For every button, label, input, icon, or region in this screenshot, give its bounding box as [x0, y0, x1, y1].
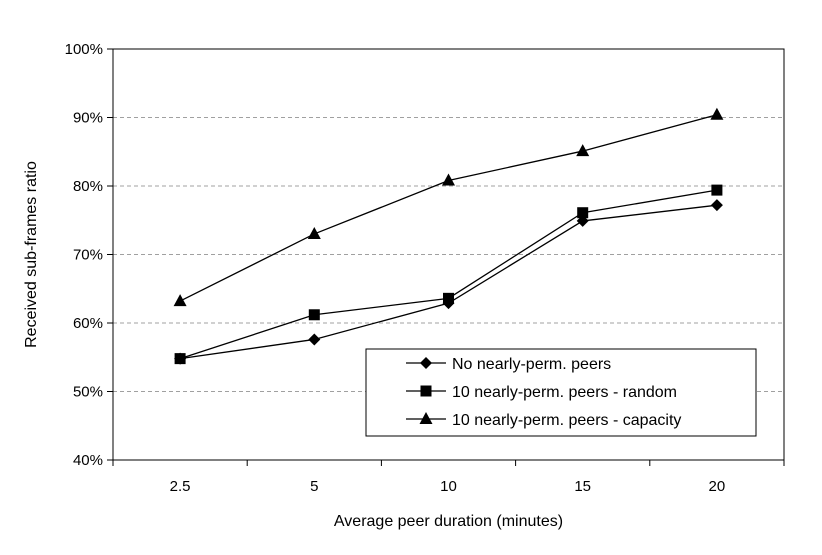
plot-area-border — [112, 48, 785, 461]
series-layer — [173, 107, 724, 365]
y-tick-label: 50% — [73, 384, 103, 401]
data-point — [710, 199, 723, 212]
x-tick-label: 5 — [310, 478, 318, 495]
legend: No nearly-perm. peers 10 nearly-perm. pee… — [365, 348, 757, 437]
y-tick-label: 90% — [73, 110, 103, 127]
legend-label: 10 nearly-perm. peers - random — [452, 384, 677, 401]
legend-marker — [420, 357, 432, 369]
x-tick-label: 2.5 — [170, 478, 191, 495]
data-point — [710, 107, 724, 120]
x-tick-label: 20 — [709, 478, 726, 495]
legend-marker — [420, 385, 432, 397]
series-line — [179, 114, 718, 302]
series-line — [179, 189, 718, 360]
series-triangle — [173, 107, 724, 307]
y-tick-label: 60% — [73, 315, 103, 332]
series-diamond — [174, 199, 723, 365]
data-point — [711, 184, 723, 196]
legend-label: 10 nearly-perm. peers - capacity — [452, 412, 681, 429]
x-tick-label: 15 — [574, 478, 591, 495]
y-tick-label: 80% — [73, 178, 103, 195]
legend-item: 10 nearly-perm. peers - capacity — [406, 412, 681, 429]
legend-label: No nearly-perm. peers — [452, 356, 611, 373]
data-point — [308, 309, 320, 321]
data-point — [174, 353, 186, 365]
y-tick-label: 70% — [73, 247, 103, 264]
x-tick-label: 10 — [440, 478, 457, 495]
series-line — [180, 204, 717, 360]
data-point — [442, 173, 455, 186]
data-point — [307, 226, 321, 239]
x-axis-label: Average peer duration (minutes) — [334, 513, 563, 530]
series-square — [174, 184, 723, 365]
legend-item: 10 nearly-perm. peers - random — [406, 384, 677, 401]
data-point — [576, 144, 590, 157]
y-tick-label: 40% — [73, 452, 103, 469]
legend-item: No nearly-perm. peers — [406, 356, 611, 373]
legend-marker — [419, 412, 433, 424]
data-point — [308, 333, 321, 346]
y-axis-label: Received sub-frames ratio — [23, 161, 40, 348]
axes — [107, 48, 785, 466]
data-point — [577, 207, 589, 219]
tick-labels: 40% 50% 60% 70% 80% 90% 100% 2.5 5 10 15 20 — [65, 41, 726, 495]
data-point — [173, 294, 187, 307]
y-tick-label: 100% — [65, 41, 103, 58]
data-point — [443, 292, 454, 304]
